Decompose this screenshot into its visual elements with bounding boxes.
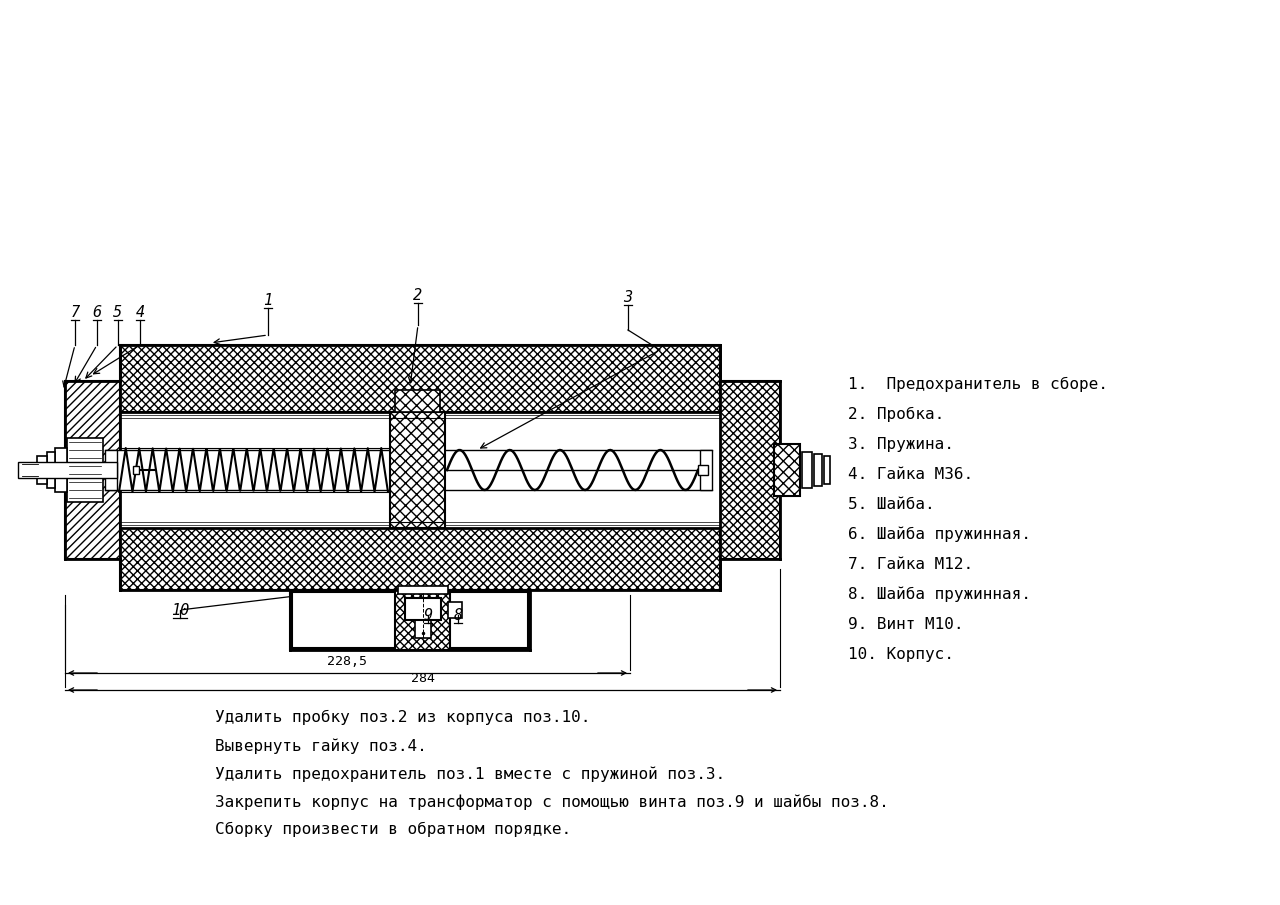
Bar: [824, 456, 829, 484]
Bar: [719, 381, 780, 559]
Text: Сборку произвести в обратном порядке.: Сборку произвести в обратном порядке.: [215, 822, 571, 837]
Bar: [774, 444, 800, 496]
Bar: [292, 592, 396, 648]
Text: 10. Корпус.: 10. Корпус.: [849, 647, 954, 662]
Bar: [105, 450, 116, 490]
Text: 5: 5: [114, 305, 123, 320]
Text: 228,5: 228,5: [328, 655, 367, 668]
Text: 10: 10: [170, 603, 189, 618]
Text: 3: 3: [623, 290, 632, 305]
Text: 8. Шайба пружинная.: 8. Шайба пружинная.: [849, 587, 1030, 603]
Bar: [105, 450, 712, 490]
Text: 4: 4: [136, 305, 145, 320]
Text: Удалить предохранитель поз.1 вместе с пружиной поз.3.: Удалить предохранитель поз.1 вместе с пр…: [215, 766, 726, 782]
Bar: [700, 450, 712, 490]
Bar: [814, 454, 822, 486]
Text: 2: 2: [413, 288, 422, 303]
Bar: [67, 438, 102, 502]
Bar: [37, 456, 47, 484]
Bar: [396, 390, 440, 412]
Bar: [451, 592, 529, 648]
Text: 1.  Предохранитель в сборе.: 1. Предохранитель в сборе.: [849, 377, 1108, 392]
Text: Закрепить корпус на трансформатор с помощью винта поз.9 и шайбы поз.8.: Закрепить корпус на трансформатор с помо…: [215, 794, 888, 809]
Bar: [55, 448, 67, 492]
Bar: [18, 462, 116, 478]
Bar: [398, 586, 448, 594]
Text: Удалить пробку поз.2 из корпуса поз.10.: Удалить пробку поз.2 из корпуса поз.10.: [215, 710, 590, 725]
Bar: [803, 452, 812, 488]
Text: 2. Пробка.: 2. Пробка.: [849, 407, 945, 422]
Text: 284: 284: [411, 672, 434, 685]
Text: 7: 7: [70, 305, 79, 320]
Text: 9: 9: [424, 608, 433, 623]
Bar: [47, 452, 55, 488]
Text: 7. Гайка М12.: 7. Гайка М12.: [849, 557, 973, 572]
Bar: [448, 602, 462, 618]
Bar: [292, 592, 396, 648]
Bar: [120, 528, 719, 590]
Text: 4. Гайка М36.: 4. Гайка М36.: [849, 467, 973, 482]
Text: 6. Шайба пружинная.: 6. Шайба пружинная.: [849, 527, 1030, 542]
Bar: [120, 345, 719, 412]
Text: 1: 1: [264, 293, 273, 308]
Text: 3. Пружина.: 3. Пружина.: [849, 437, 954, 452]
Text: 5. Шайба.: 5. Шайба.: [849, 497, 934, 512]
Bar: [133, 466, 140, 474]
Bar: [698, 465, 708, 475]
Text: 8: 8: [453, 608, 462, 623]
Bar: [65, 381, 120, 559]
Text: 6: 6: [92, 305, 101, 320]
Bar: [390, 412, 445, 528]
Text: 9. Винт М10.: 9. Винт М10.: [849, 617, 964, 632]
Bar: [404, 598, 442, 620]
Bar: [291, 590, 530, 650]
Bar: [415, 598, 431, 638]
Bar: [120, 412, 719, 528]
Bar: [451, 592, 529, 648]
Text: Вывернуть гайку поз.4.: Вывернуть гайку поз.4.: [215, 738, 426, 754]
